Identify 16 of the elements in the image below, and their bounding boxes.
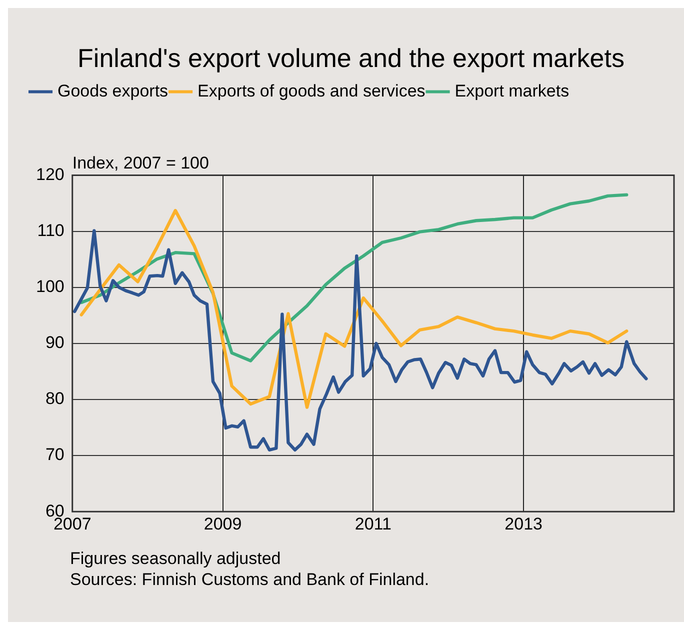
x-tick-label: 2009: [204, 514, 242, 534]
y-axis-title: Index, 2007 = 100: [72, 153, 209, 172]
y-tick-label: 70: [45, 445, 64, 464]
legend-label: Exports of goods and services: [198, 81, 426, 100]
y-tick-label: 120: [36, 164, 64, 184]
y-tick-label: 90: [45, 333, 64, 352]
x-tick-label: 2013: [504, 514, 543, 534]
x-tick-label: 2011: [354, 514, 392, 534]
y-tick-label: 110: [37, 220, 64, 240]
y-tick-label: 80: [45, 389, 64, 408]
y-tick-label: 100: [36, 277, 64, 296]
legend-label: Export markets: [454, 81, 570, 100]
text: Figures seasonally adjusted: [70, 548, 282, 569]
chart-title: Finland's export volume and the export markets: [78, 42, 624, 73]
source-note: Sources: Finnish Customs and Bank of Finland.: [70, 569, 430, 590]
legend-label: Goods exports: [58, 81, 168, 100]
